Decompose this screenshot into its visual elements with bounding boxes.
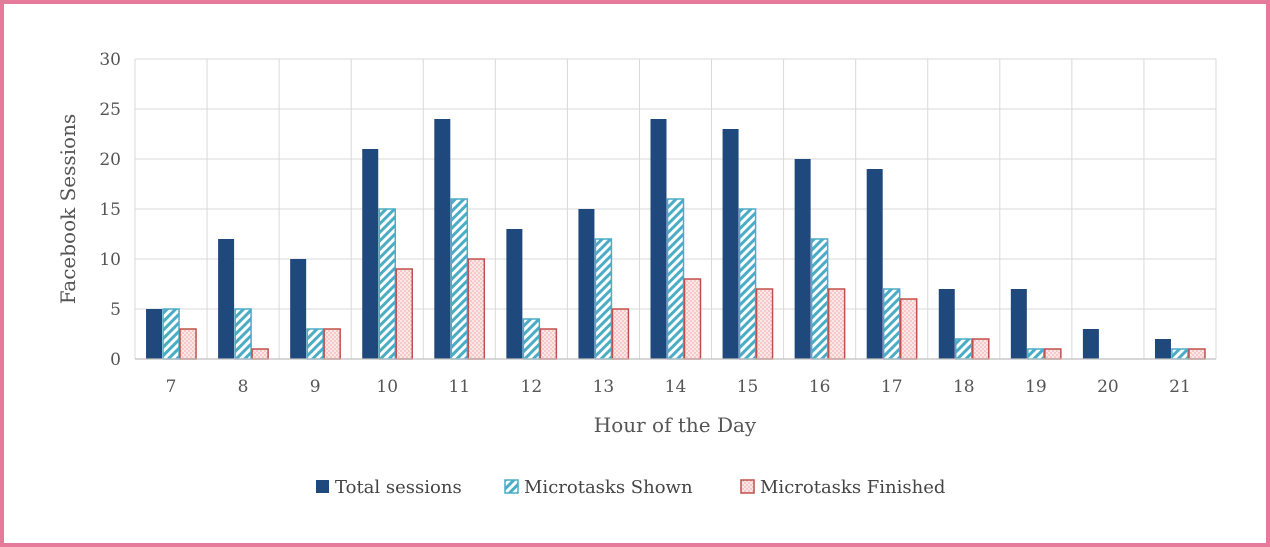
bar-total-sessions-11 [434, 119, 451, 359]
x-tick-label: 7 [166, 377, 177, 397]
bar-microtasks-shown-11 [450, 198, 469, 360]
bar-microtasks-shown-14 [666, 198, 685, 360]
x-tick-label: 20 [1097, 377, 1119, 397]
x-tick-label: 14 [665, 377, 687, 397]
x-axis-title: Hour of the Day [594, 413, 757, 437]
bar-total-sessions-8 [218, 239, 235, 359]
bar-microtasks-shown-10 [378, 208, 396, 360]
bar-total-sessions-21 [1154, 339, 1171, 359]
x-tick-label: 16 [809, 377, 831, 397]
bar-microtasks-shown-9 [306, 328, 324, 360]
y-tick-label: 25 [99, 100, 121, 120]
bar-microtasks-finished-18 [972, 338, 990, 360]
bar-microtasks-shown-16 [810, 238, 829, 360]
x-tick-label: 11 [448, 377, 470, 397]
bar-microtasks-finished-11 [467, 258, 486, 360]
bar-microtasks-finished-7 [179, 328, 197, 360]
bar-total-sessions-14 [650, 119, 667, 359]
legend-label: Microtasks Finished [760, 477, 945, 498]
y-tick-label: 15 [99, 200, 121, 220]
x-tick-label: 15 [737, 377, 759, 397]
bar-microtasks-shown-8 [234, 308, 252, 360]
legend-label: Microtasks Shown [524, 477, 693, 498]
bar-microtasks-finished-17 [899, 298, 918, 360]
bar-total-sessions-18 [938, 289, 955, 359]
bar-total-sessions-16 [794, 159, 811, 359]
bar-microtasks-finished-12 [539, 328, 558, 360]
bar-total-sessions-9 [290, 259, 307, 359]
bar-microtasks-finished-8 [251, 348, 269, 360]
bar-microtasks-finished-13 [611, 308, 630, 360]
y-axis-title: Facebook Sessions [56, 114, 80, 305]
x-tick-label: 12 [521, 377, 543, 397]
y-tick-label: 5 [110, 300, 121, 320]
bar-microtasks-shown-18 [955, 338, 973, 360]
bar-total-sessions-20 [1082, 329, 1099, 359]
x-tick-label: 9 [310, 377, 321, 397]
legend-swatch [740, 479, 755, 494]
bar-total-sessions-7 [146, 309, 163, 359]
y-tick-label: 10 [99, 250, 121, 270]
bar-microtasks-shown-17 [882, 288, 901, 360]
x-tick-label: 8 [238, 377, 249, 397]
gridlines [134, 58, 1217, 359]
bar-microtasks-finished-19 [1044, 348, 1062, 360]
bar-microtasks-finished-9 [323, 328, 341, 360]
legend-label: Total sessions [335, 477, 462, 498]
x-tick-label: 18 [953, 377, 975, 397]
bar-microtasks-finished-21 [1188, 348, 1206, 360]
bar-microtasks-finished-16 [827, 288, 846, 360]
bar-microtasks-finished-10 [395, 268, 413, 360]
bars [146, 119, 1206, 360]
x-tick-label: 19 [1025, 377, 1047, 397]
y-tick-label: 30 [99, 50, 121, 70]
bar-total-sessions-10 [362, 149, 379, 359]
bar-microtasks-shown-15 [738, 208, 757, 360]
y-tick-label: 0 [110, 350, 121, 370]
bar-microtasks-finished-15 [755, 288, 774, 360]
bar-microtasks-shown-7 [162, 308, 180, 360]
x-tick-label: 13 [593, 377, 615, 397]
bar-microtasks-shown-21 [1171, 348, 1189, 360]
bar-microtasks-shown-12 [522, 318, 541, 360]
tick-labels: 0 5 10 15 20 25 30 7 8 9 10 11 12 13 14 15 16 17 18 19 20 21 [99, 50, 1190, 397]
bar-microtasks-shown-19 [1027, 348, 1045, 360]
y-tick-label: 20 [99, 150, 121, 170]
legend: Total sessions Microtasks Shown Microtasks… [316, 477, 945, 498]
bar-total-sessions-19 [1010, 289, 1027, 359]
bar-total-sessions-17 [866, 169, 883, 359]
x-tick-label: 17 [881, 377, 903, 397]
x-tick-label: 10 [376, 377, 398, 397]
bar-total-sessions-15 [722, 129, 739, 359]
bar-microtasks-finished-14 [683, 278, 702, 360]
bar-total-sessions-13 [578, 209, 595, 359]
bar-total-sessions-12 [506, 229, 523, 359]
bar-microtasks-shown-13 [594, 238, 613, 360]
legend-swatch [504, 479, 519, 494]
legend-swatch [316, 480, 329, 493]
x-tick-label: 21 [1169, 377, 1191, 397]
